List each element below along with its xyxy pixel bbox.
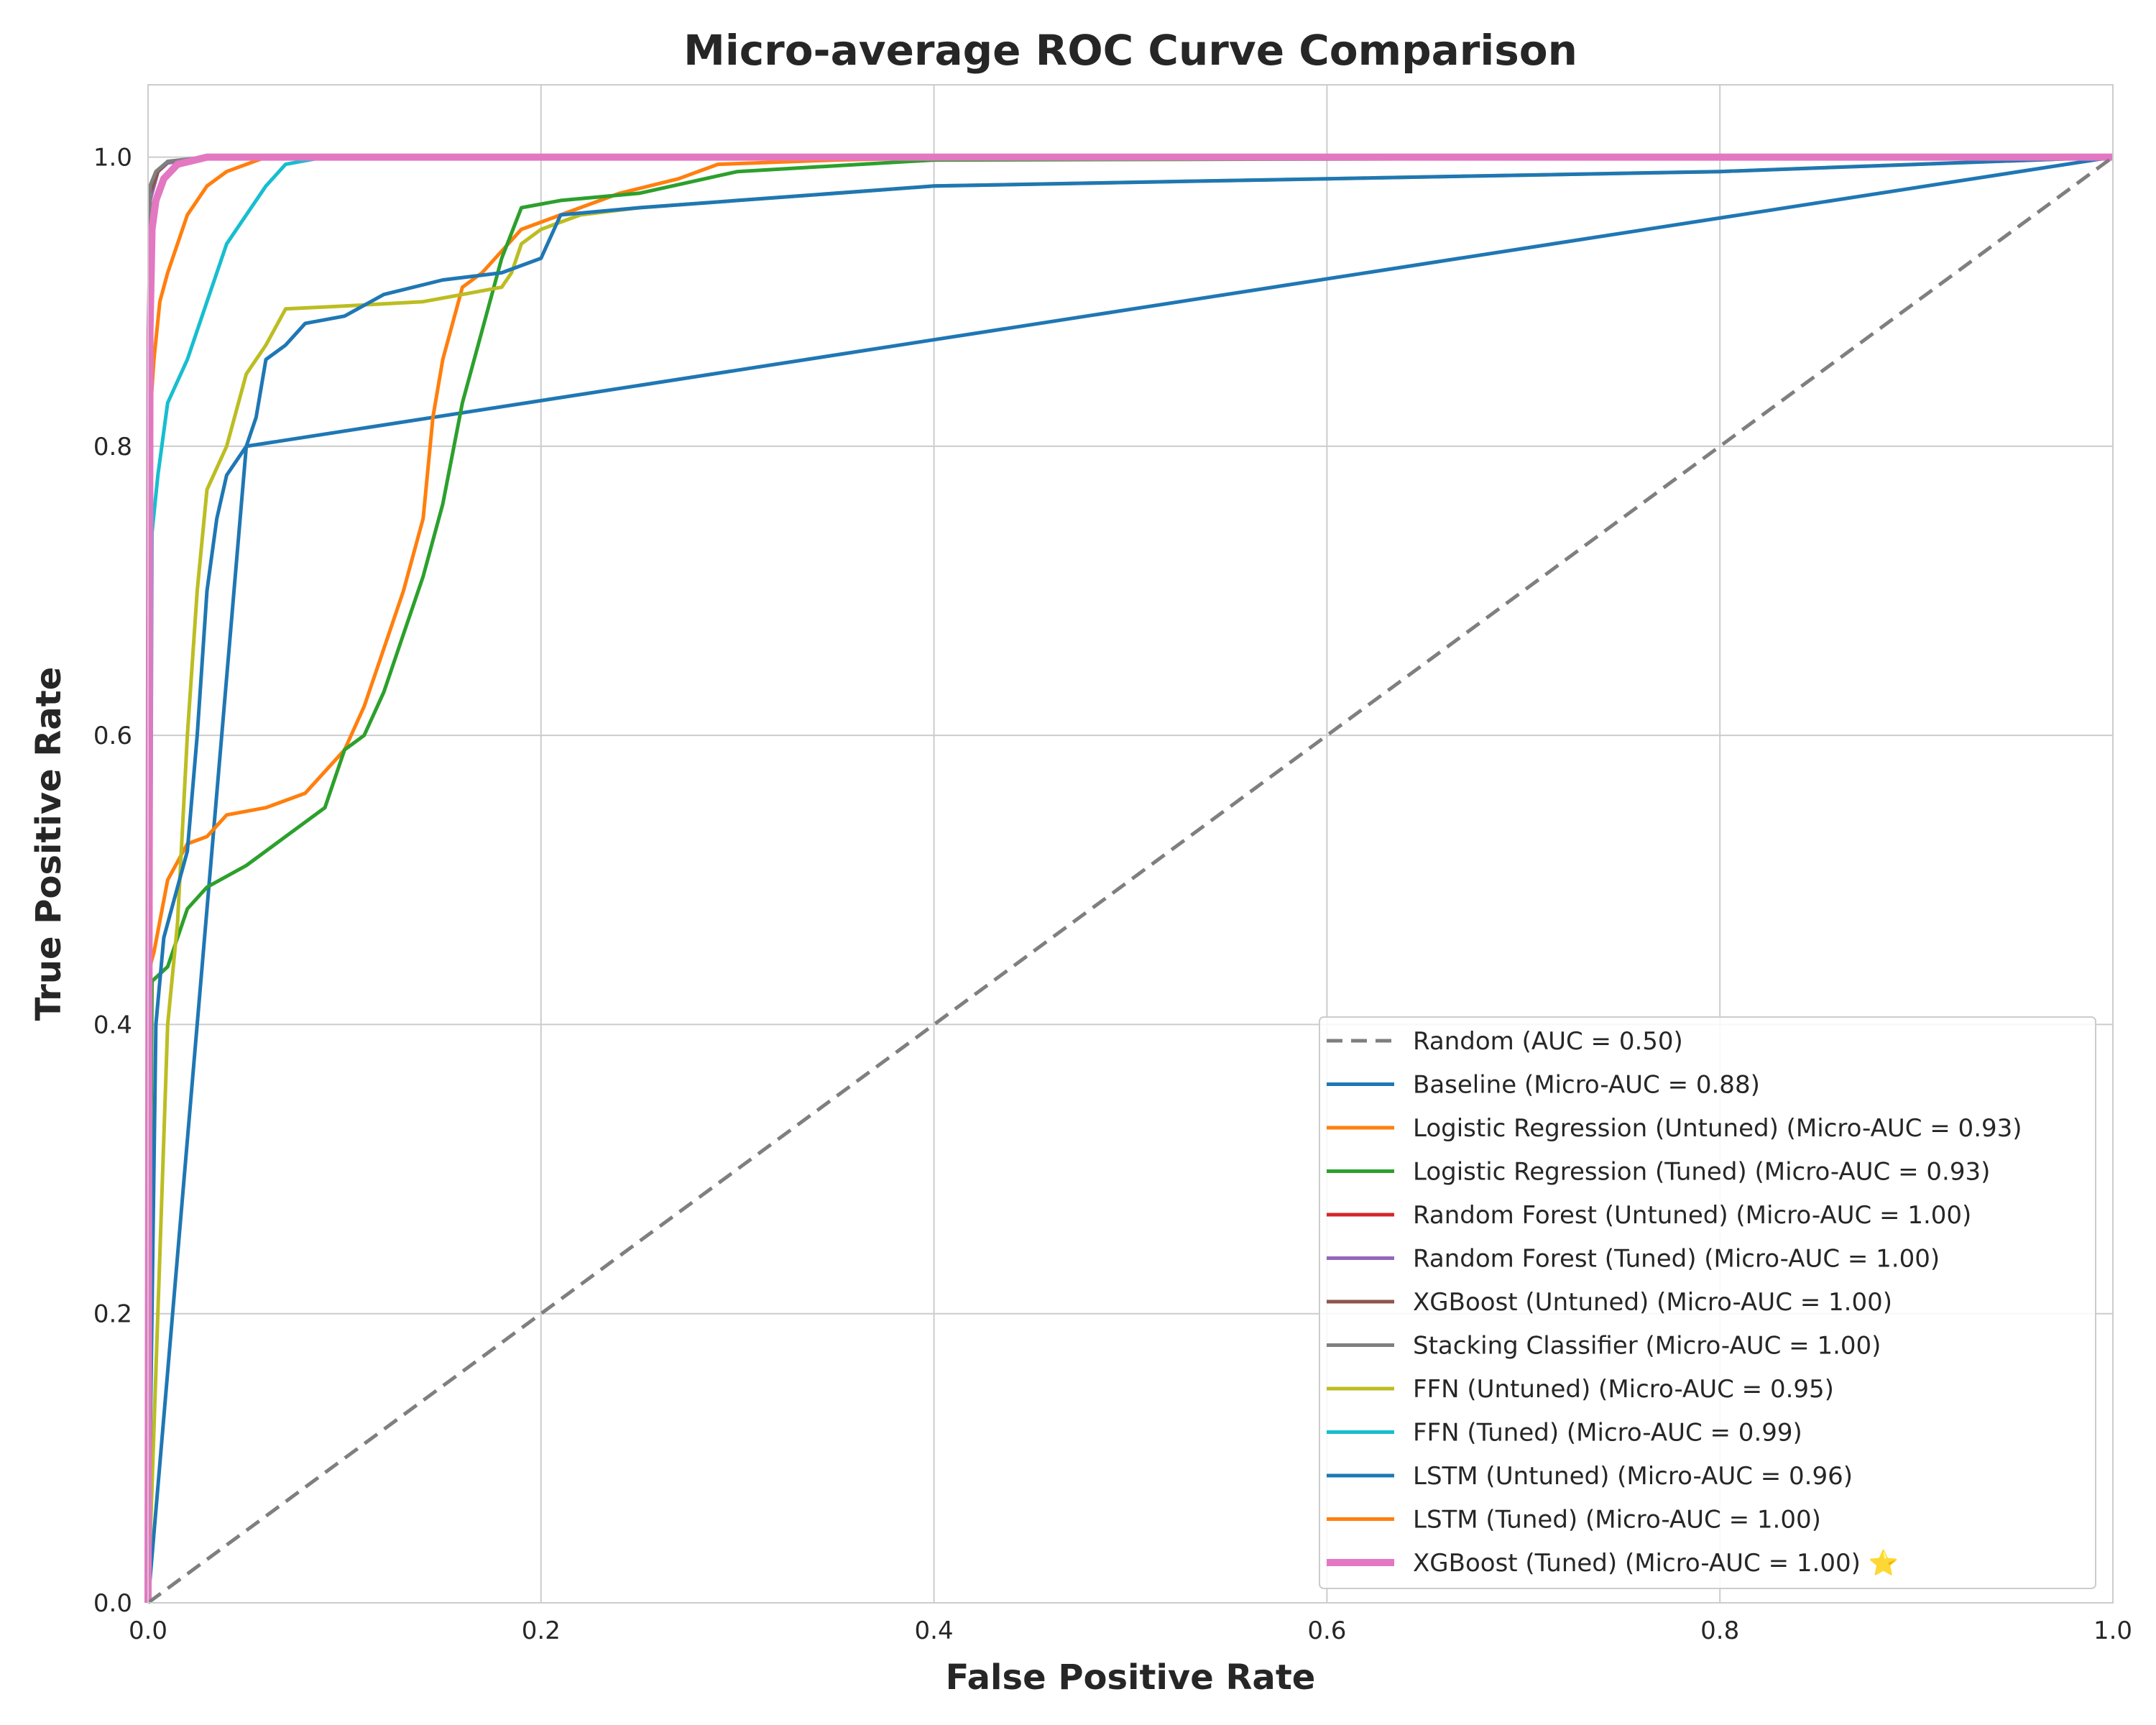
legend-entry: FFN (Tuned) (Micro-AUC = 0.99): [1413, 1419, 1802, 1448]
y-tick-label: 0.0: [93, 1589, 132, 1618]
legend-entry: Random Forest (Untuned) (Micro-AUC = 1.0…: [1413, 1201, 1971, 1230]
legend-entry: Stacking Classifier (Micro-AUC = 1.00): [1413, 1332, 1881, 1361]
legend-entry: Baseline (Micro-AUC = 0.88): [1413, 1071, 1760, 1100]
x-tick-label: 1.0: [2093, 1616, 2132, 1645]
y-tick-label: 0.8: [93, 433, 132, 461]
legend-entry: Logistic Regression (Tuned) (Micro-AUC =…: [1413, 1158, 1990, 1187]
legend-entry: FFN (Untuned) (Micro-AUC = 0.95): [1413, 1375, 1834, 1404]
x-tick-label: 0.2: [522, 1616, 561, 1645]
legend-entry: LSTM (Untuned) (Micro-AUC = 0.96): [1413, 1462, 1853, 1491]
series-layer: [144, 153, 2114, 1605]
y-tick-label: 0.4: [93, 1011, 132, 1039]
y-tick-label: 0.2: [93, 1300, 132, 1329]
y-tick-label: 1.0: [93, 144, 132, 172]
x-tick-label: 0.4: [915, 1616, 954, 1645]
x-tick-label: 0.6: [1307, 1616, 1346, 1645]
legend-entry: XGBoost (Untuned) (Micro-AUC = 1.00): [1413, 1288, 1892, 1317]
series-line: [146, 155, 2113, 1604]
legend-entry: Random Forest (Tuned) (Micro-AUC = 1.00): [1413, 1245, 1940, 1274]
legend: Random (AUC = 0.50) Baseline (Micro-AUC =…: [1319, 1016, 2096, 1589]
legend-box: [1319, 1016, 2096, 1589]
legend-entry: XGBoost (Tuned) (Micro-AUC = 1.00) ⭐: [1413, 1549, 1899, 1578]
y-axis-label: True Positive Rate: [29, 667, 69, 1021]
series-line: [146, 155, 2113, 1604]
series-line: [144, 153, 2113, 1604]
legend-entry: Logistic Regression (Untuned) (Micro-AUC…: [1413, 1114, 2022, 1143]
x-tick-label: 0.8: [1700, 1616, 1739, 1645]
chart-title: Micro-average ROC Curve Comparison: [683, 26, 1577, 75]
y-tick-label: 0.6: [93, 722, 132, 750]
x-tick-label: 0.0: [129, 1616, 167, 1645]
legend-entry: Random (AUC = 0.50): [1413, 1027, 1683, 1056]
tick-labels: 0.0 0.2 0.4 0.6 0.8 1.0 0.0 0.2 0.4 0.6 0.8 1.0: [93, 144, 2132, 1645]
legend-entry: LSTM (Tuned) (Micro-AUC = 1.00): [1413, 1506, 1821, 1535]
series-line: [146, 155, 2114, 1604]
plot-frame: [147, 84, 2114, 1604]
series-line: [147, 155, 2114, 1605]
series-line: [146, 155, 2114, 1604]
x-axis-label: False Positive Rate: [946, 1657, 1316, 1698]
